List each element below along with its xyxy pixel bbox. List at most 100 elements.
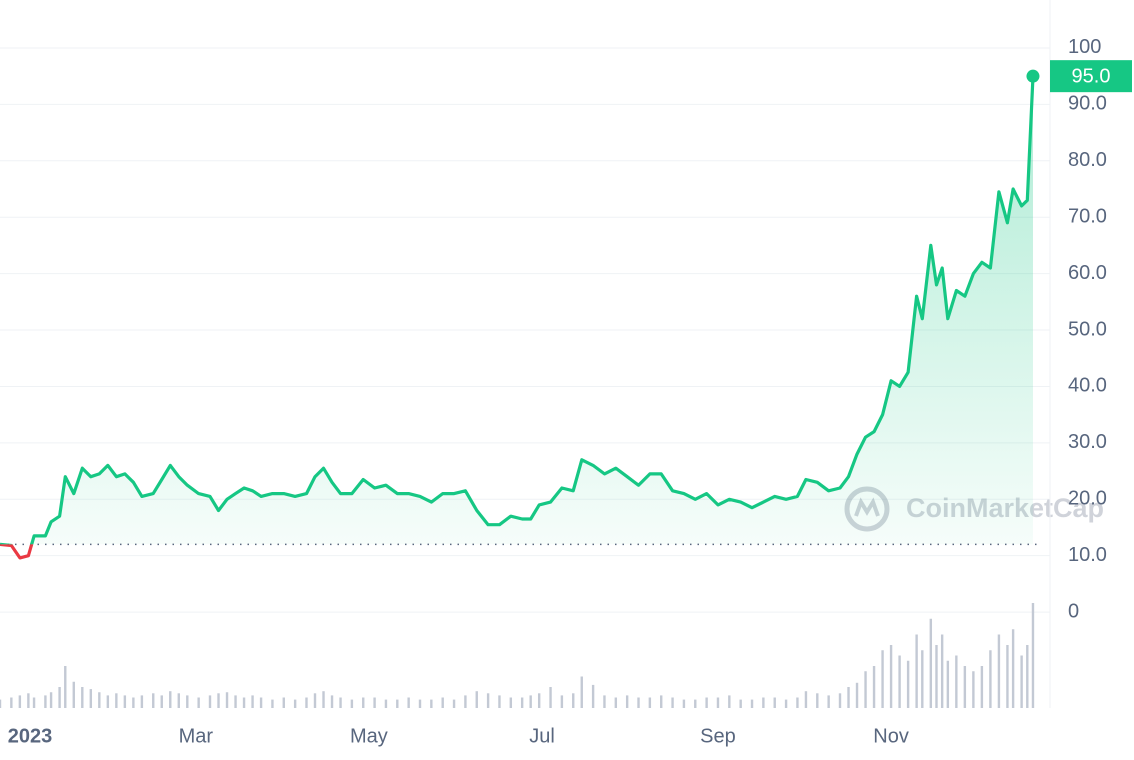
- volume-bar: [784, 699, 788, 708]
- volume-bar: [452, 699, 456, 708]
- volume-bar: [464, 695, 467, 708]
- volume-bar: [1006, 645, 1009, 708]
- y-tick-label: 10.0: [1068, 544, 1107, 566]
- area: [0, 76, 1033, 545]
- volume-bar: [251, 695, 254, 708]
- volume-bar: [169, 691, 172, 708]
- y-tick-label: 20.0: [1068, 488, 1107, 510]
- volume-bar: [1026, 645, 1029, 708]
- plot: [0, 69, 1040, 560]
- volume-bar: [637, 697, 640, 708]
- volume-bar: [123, 695, 127, 708]
- volume-bar: [441, 697, 444, 708]
- x-tick-label: Sep: [700, 725, 736, 747]
- volume-bar: [838, 693, 842, 708]
- volume-bar: [625, 695, 629, 708]
- volume-bar: [282, 697, 285, 708]
- volume-bar: [242, 697, 246, 708]
- volume-bar: [671, 697, 674, 708]
- volume-bar: [728, 695, 731, 708]
- volume-bar: [475, 691, 478, 708]
- volume-bar: [906, 660, 910, 708]
- volume-bar: [271, 699, 274, 708]
- volume-bar: [81, 687, 84, 708]
- volume-bar: [430, 699, 433, 708]
- volume-bar: [591, 684, 595, 708]
- volume-bar: [64, 666, 67, 708]
- volume-bar: [648, 697, 652, 708]
- volume-bar: [58, 687, 61, 708]
- volume-bar: [716, 697, 720, 708]
- volume-bar: [946, 660, 950, 708]
- y-tick-label: 90.0: [1068, 93, 1107, 115]
- x-tick-label: Jul: [529, 725, 555, 747]
- volume-bar: [234, 695, 237, 708]
- volume-bar: [1020, 655, 1023, 708]
- volume-bar: [115, 693, 118, 708]
- volume-bar: [418, 699, 422, 708]
- x-tick-label: 2023: [8, 725, 53, 747]
- volume-bar: [89, 689, 93, 708]
- volume-bar: [694, 699, 697, 708]
- volume-bar: [864, 671, 867, 708]
- volume-bar: [963, 666, 967, 708]
- volume-bar: [362, 697, 365, 708]
- y-tick-label: 100: [1068, 36, 1101, 58]
- volume-bar: [660, 695, 663, 708]
- volume-bar: [898, 655, 901, 708]
- volume-bar: [705, 697, 708, 708]
- y-tick-label: 40.0: [1068, 375, 1107, 397]
- volume-bar: [18, 695, 22, 708]
- volume-bar: [603, 695, 606, 708]
- volume-bar: [72, 681, 75, 708]
- x-tick-label: Nov: [873, 725, 909, 747]
- volume-bar: [847, 687, 850, 708]
- volume-bar: [889, 645, 893, 708]
- volume-bar: [750, 699, 754, 708]
- volume-bar: [396, 699, 399, 708]
- volume-bar: [762, 697, 765, 708]
- volume-bar: [305, 697, 308, 708]
- last-point: [1026, 69, 1040, 83]
- y-tick-label: 80.0: [1068, 149, 1107, 171]
- volume-bar: [140, 695, 144, 708]
- volume-bar: [529, 695, 532, 708]
- price-tag-label: 95.0: [1072, 65, 1111, 87]
- volume-bar: [955, 655, 958, 708]
- volume-bar: [989, 650, 992, 708]
- volume-bar: [872, 666, 876, 708]
- volume-bar: [520, 697, 524, 708]
- volume-bar: [560, 695, 564, 708]
- volume-bar: [915, 634, 918, 708]
- volume-bar: [682, 699, 686, 708]
- ticks: 0 10.0 20.0 30.0 40.0 50.0 60.0 70.0 80.0 90.0 100…: [8, 36, 1132, 747]
- volume-bar: [509, 697, 513, 708]
- volume-bars: [0, 603, 1035, 708]
- volume-bar: [980, 666, 984, 708]
- volume-bar: [49, 692, 53, 708]
- volume-bar: [160, 695, 163, 708]
- volume-bar: [132, 697, 135, 708]
- volume-bar: [739, 699, 742, 708]
- volume-bar: [106, 695, 110, 708]
- volume-bar: [373, 697, 376, 708]
- volume-bar: [0, 699, 2, 708]
- volume-bar: [940, 634, 944, 708]
- x-tick-label: May: [350, 725, 388, 747]
- volume-bar: [10, 697, 13, 708]
- volume-bar: [572, 693, 575, 708]
- volume-bar: [27, 693, 30, 708]
- volume-bar: [197, 697, 200, 708]
- volume-bar: [921, 650, 924, 708]
- price-tag: [1050, 60, 1132, 93]
- volume-bar: [44, 695, 47, 708]
- volume-bar: [217, 693, 220, 708]
- volume-bar: [1031, 603, 1035, 708]
- volume-bar: [773, 697, 776, 708]
- price-line: [0, 76, 1035, 545]
- volume-bar: [98, 692, 101, 708]
- volume-bar: [330, 695, 334, 708]
- volume-bar: [935, 645, 938, 708]
- volume-bar: [152, 693, 155, 708]
